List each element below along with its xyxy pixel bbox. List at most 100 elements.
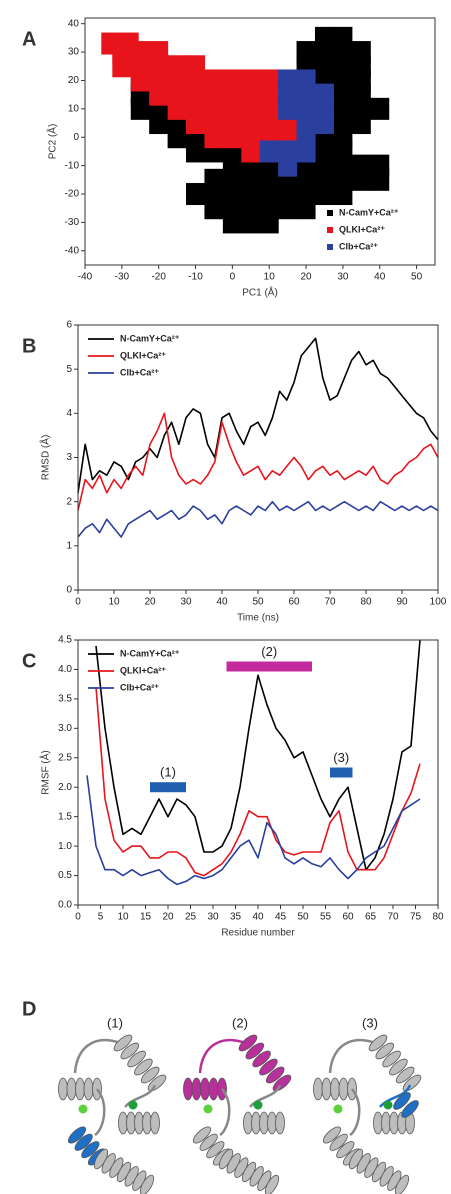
helix-turn xyxy=(264,1174,280,1194)
annotation-bar xyxy=(330,767,353,778)
helix-turn xyxy=(368,1034,388,1052)
helix-turn xyxy=(74,1133,93,1151)
scatter-point xyxy=(130,69,150,92)
y-tick-label: 2 xyxy=(66,496,72,507)
helix-turn xyxy=(208,1077,219,1101)
calcium-ion xyxy=(78,1104,88,1114)
scatter-point xyxy=(296,140,316,163)
helix-turn xyxy=(192,1126,212,1144)
legend-label: N-CamY+Ca²⁺ xyxy=(339,207,399,217)
x-tick-label: 75 xyxy=(410,912,422,923)
helix-turn xyxy=(252,1050,271,1068)
structure-label: (3) xyxy=(362,1015,378,1030)
calcium-ion xyxy=(253,1100,263,1110)
helix-turn xyxy=(127,1050,146,1068)
y-tick-label: 6 xyxy=(66,320,72,331)
helix-turn xyxy=(75,1077,85,1101)
plot-frame xyxy=(84,17,436,266)
x-tick-label: 0 xyxy=(75,912,81,923)
x-tick-label: 45 xyxy=(275,912,287,923)
scatter-point xyxy=(314,112,334,135)
calcium-ion xyxy=(203,1104,213,1114)
scatter-point xyxy=(186,183,206,206)
scatter-point xyxy=(241,211,261,234)
x-tick-label: 100 xyxy=(430,597,447,608)
helix-turn xyxy=(83,1077,94,1101)
helix-turn xyxy=(66,1077,77,1101)
x-tick-label: 20 xyxy=(300,272,312,283)
helix-turn xyxy=(245,1042,265,1060)
helix-turn xyxy=(140,1066,160,1084)
legend-label: Clb+Ca²⁺ xyxy=(120,367,159,377)
scatter-point xyxy=(112,55,132,78)
x-tick-label: 60 xyxy=(288,597,300,608)
scatter-point xyxy=(278,154,298,177)
x-tick-label: -30 xyxy=(115,272,130,283)
helix-turn xyxy=(382,1050,401,1068)
y-tick-label: 0.0 xyxy=(58,900,72,911)
scatter-point xyxy=(204,197,224,220)
legend-label: N-CamY+Ca²⁺ xyxy=(120,333,180,343)
scatter-point xyxy=(259,211,279,234)
helix-turn xyxy=(238,1034,258,1052)
scatter-point xyxy=(222,126,242,149)
scatter-point xyxy=(241,140,261,163)
scatter-point xyxy=(222,211,242,234)
legend-label: QLKI+Ca²⁺ xyxy=(339,224,385,234)
scatter-point xyxy=(204,126,224,149)
scatter-point xyxy=(314,183,334,206)
y-tick-label: 10 xyxy=(68,103,80,114)
scatter-point xyxy=(167,126,187,149)
y-axis-title: RMSD (Å) xyxy=(39,435,52,481)
y-tick-label: 3.5 xyxy=(58,694,72,705)
y-tick-label: 4.0 xyxy=(58,664,72,675)
loop xyxy=(124,1084,157,1108)
helix-turn xyxy=(401,1100,419,1118)
x-tick-label: 50 xyxy=(411,272,423,283)
helix-turn xyxy=(375,1042,395,1060)
y-axis-title: PC2 (Å) xyxy=(46,124,59,160)
x-tick-label: 10 xyxy=(117,912,129,923)
legend-marker xyxy=(327,244,333,250)
x-axis-title: Time (ns) xyxy=(237,613,279,624)
scatter-point xyxy=(130,97,150,120)
helix-turn xyxy=(329,1133,348,1151)
scatter-point xyxy=(333,183,353,206)
x-tick-label: 50 xyxy=(297,912,309,923)
legend-marker xyxy=(327,210,333,216)
line-series xyxy=(86,775,421,886)
scatter-point xyxy=(351,112,371,135)
y-tick-label: 2.0 xyxy=(58,782,72,793)
helix-turn xyxy=(139,1174,155,1194)
x-tick-label: 80 xyxy=(432,912,444,923)
y-tick-label: 5 xyxy=(66,364,72,375)
helix-turn xyxy=(338,1077,349,1101)
helix-turn xyxy=(389,1058,408,1076)
structure-label: (1) xyxy=(107,1015,123,1030)
helix-turn xyxy=(402,1074,422,1092)
x-tick-label: 10 xyxy=(108,597,120,608)
helix-turn xyxy=(336,1141,355,1159)
legend-label: QLKI+Ca²⁺ xyxy=(120,350,166,360)
helix-turn xyxy=(321,1077,332,1101)
helix-turn xyxy=(395,1066,415,1084)
plot-frame xyxy=(77,324,439,591)
calcium-ion xyxy=(333,1104,343,1114)
y-tick-label: 4.5 xyxy=(58,635,72,646)
x-tick-label: 30 xyxy=(180,597,192,608)
line-series xyxy=(77,337,439,493)
helix-turn xyxy=(206,1141,225,1159)
loop xyxy=(219,1088,231,1137)
x-tick-label: 30 xyxy=(207,912,219,923)
x-tick-label: 40 xyxy=(374,272,386,283)
panel-letter: C xyxy=(22,650,36,672)
scatter-point xyxy=(259,140,279,163)
loop xyxy=(379,1084,412,1108)
legend-label: QLKI+Ca²⁺ xyxy=(120,665,166,675)
helix-turn xyxy=(120,1042,140,1060)
scatter-point xyxy=(149,112,169,135)
x-tick-label: 20 xyxy=(144,597,156,608)
scatter-point xyxy=(351,168,371,191)
helix-turn xyxy=(134,1058,153,1076)
